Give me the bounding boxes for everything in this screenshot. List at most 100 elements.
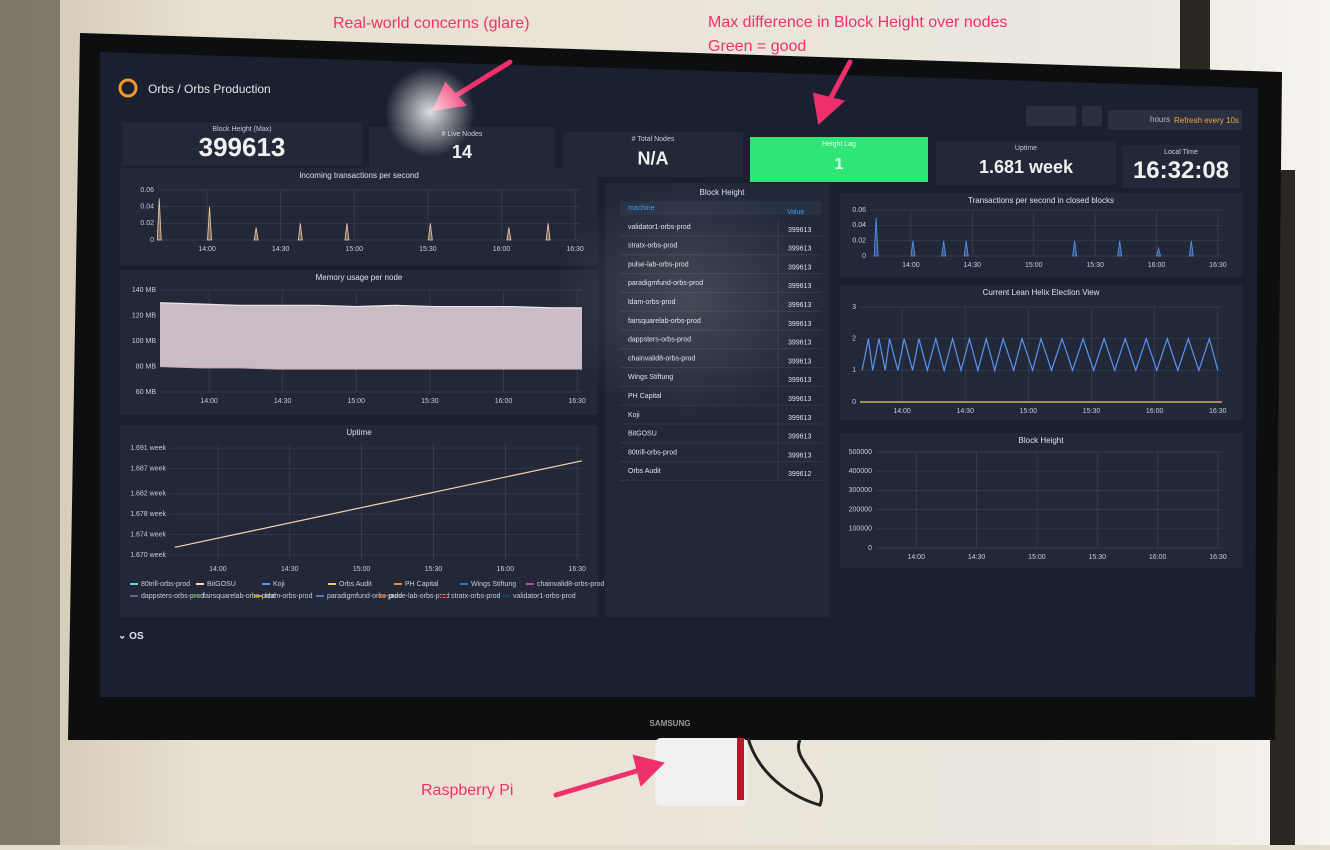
x-tick-label: 15:30 [1086, 262, 1104, 269]
annotation: Max difference in Block Height over node… [708, 14, 1007, 31]
series-line [861, 336, 1219, 373]
stat-label: Local Time [1164, 149, 1198, 156]
time-range[interactable]: hours [1150, 115, 1170, 124]
y-tick-label: 300000 [849, 487, 872, 494]
legend-label: PH Capital [405, 581, 439, 588]
y-tick-label: 0.04 [852, 222, 866, 229]
stat-label: # Total Nodes [632, 136, 675, 143]
x-tick-label: 15:30 [419, 246, 437, 253]
stat-label: Height Lag [822, 141, 856, 148]
legend-label: Orbs Audit [339, 581, 372, 588]
arrow-head [812, 92, 846, 125]
y-tick-label: 140 MB [132, 287, 156, 294]
cable [737, 738, 744, 800]
legend-label: ldam-orbs-prod [265, 593, 313, 600]
brand: SAMSUNG [650, 719, 691, 728]
stat-panel [122, 122, 362, 166]
x-tick-label: 14:30 [968, 554, 986, 561]
y-tick-label: 2 [852, 336, 856, 343]
chart-panel [120, 168, 598, 265]
chart-title: Memory usage per node [316, 273, 403, 282]
x-tick-label: 16:30 [1209, 554, 1227, 561]
row-title-text[interactable]: OS [129, 631, 144, 642]
arrow-head [632, 754, 665, 787]
x-tick-label: 15:30 [1089, 554, 1107, 561]
y-tick-label: 80 MB [136, 363, 157, 370]
legend-label: stratx-orbs-prod [451, 593, 501, 600]
spike [1188, 240, 1194, 257]
y-tick-label: 0 [852, 399, 856, 406]
x-tick-label: 16:00 [495, 398, 513, 405]
y-tick-label: 0.04 [140, 204, 154, 211]
table-cell: Koji [628, 412, 640, 419]
spike [506, 227, 512, 241]
chart-panel [840, 193, 1242, 277]
spike [1156, 246, 1162, 257]
y-tick-label: 100000 [849, 526, 872, 533]
y-tick-label: 0.02 [140, 220, 154, 227]
spike [344, 223, 350, 241]
y-tick-label: 0.06 [852, 207, 866, 214]
y-tick-label: 3 [852, 304, 856, 311]
stat-panel [1122, 145, 1240, 188]
legend-label: BitGOSU [207, 581, 236, 588]
y-tick-label: 0.02 [852, 238, 866, 245]
stat-value: N/A [638, 149, 669, 169]
spike [1117, 240, 1123, 257]
arrow [825, 59, 853, 106]
spike [941, 240, 947, 257]
x-tick-label: 14:00 [902, 262, 920, 269]
y-tick-label: 1.670 week [130, 552, 166, 559]
y-tick-label: 1.674 week [130, 531, 166, 538]
chart-title: Block Height [1019, 436, 1065, 445]
spike [873, 217, 879, 257]
time-picker[interactable] [1108, 110, 1242, 130]
x-tick-label: 16:00 [1146, 408, 1164, 415]
y-tick-label: 0.06 [140, 187, 154, 194]
x-tick-label: 16:30 [568, 398, 586, 405]
x-tick-label: 16:00 [493, 246, 511, 253]
table-cell: 399612 [788, 471, 811, 478]
y-tick-label: 1.691 week [130, 445, 166, 452]
x-tick-label: 14:30 [274, 398, 292, 405]
x-tick-label: 14:30 [964, 262, 982, 269]
stat-value: 1 [835, 156, 844, 173]
y-tick-label: 0 [862, 253, 866, 260]
series-line [159, 365, 582, 370]
x-tick-label: 15:30 [1083, 408, 1101, 415]
y-tick-label: 120 MB [132, 312, 156, 319]
spike [1072, 240, 1078, 257]
x-tick-label: 16:30 [1209, 408, 1227, 415]
grafana-logo [118, 78, 138, 98]
chart-title: Transactions per second in closed blocks [968, 196, 1114, 205]
x-tick-label: 15:00 [1020, 408, 1038, 415]
x-tick-label: 15:00 [1025, 262, 1043, 269]
area-fill [160, 302, 582, 370]
series-line [159, 302, 582, 309]
x-tick-label: 14:30 [956, 408, 974, 415]
y-tick-label: 1.678 week [130, 511, 166, 518]
refresh-interval[interactable]: Refresh every 10s [1174, 116, 1239, 125]
legend-label: Wings Stiftung [471, 581, 516, 588]
x-tick-label: 14:30 [281, 566, 299, 573]
y-tick-label: 0 [868, 545, 872, 552]
row-title[interactable]: ⌄ OS [118, 631, 144, 642]
chart-panel [120, 425, 598, 617]
table-cell: 399613 [788, 377, 811, 384]
legend-label: pulse-lab-orbs-prod [389, 593, 450, 600]
y-tick-label: 500000 [849, 449, 872, 456]
y-tick-label: 100 MB [132, 338, 156, 345]
chart-title: Current Lean Helix Election View [983, 288, 1100, 297]
series-line [174, 460, 583, 548]
x-tick-label: 15:00 [1028, 554, 1046, 561]
spike [253, 227, 259, 241]
spike [910, 240, 916, 257]
chart-title: Uptime [346, 428, 372, 437]
x-tick-label: 14:00 [200, 398, 218, 405]
playback-controls[interactable] [1026, 106, 1076, 126]
x-tick-label: 16:30 [568, 566, 586, 573]
stat-panel [936, 141, 1116, 185]
dashboard-title[interactable]: Orbs / Orbs Production [148, 82, 271, 96]
tv-mode-button[interactable] [1082, 106, 1102, 126]
